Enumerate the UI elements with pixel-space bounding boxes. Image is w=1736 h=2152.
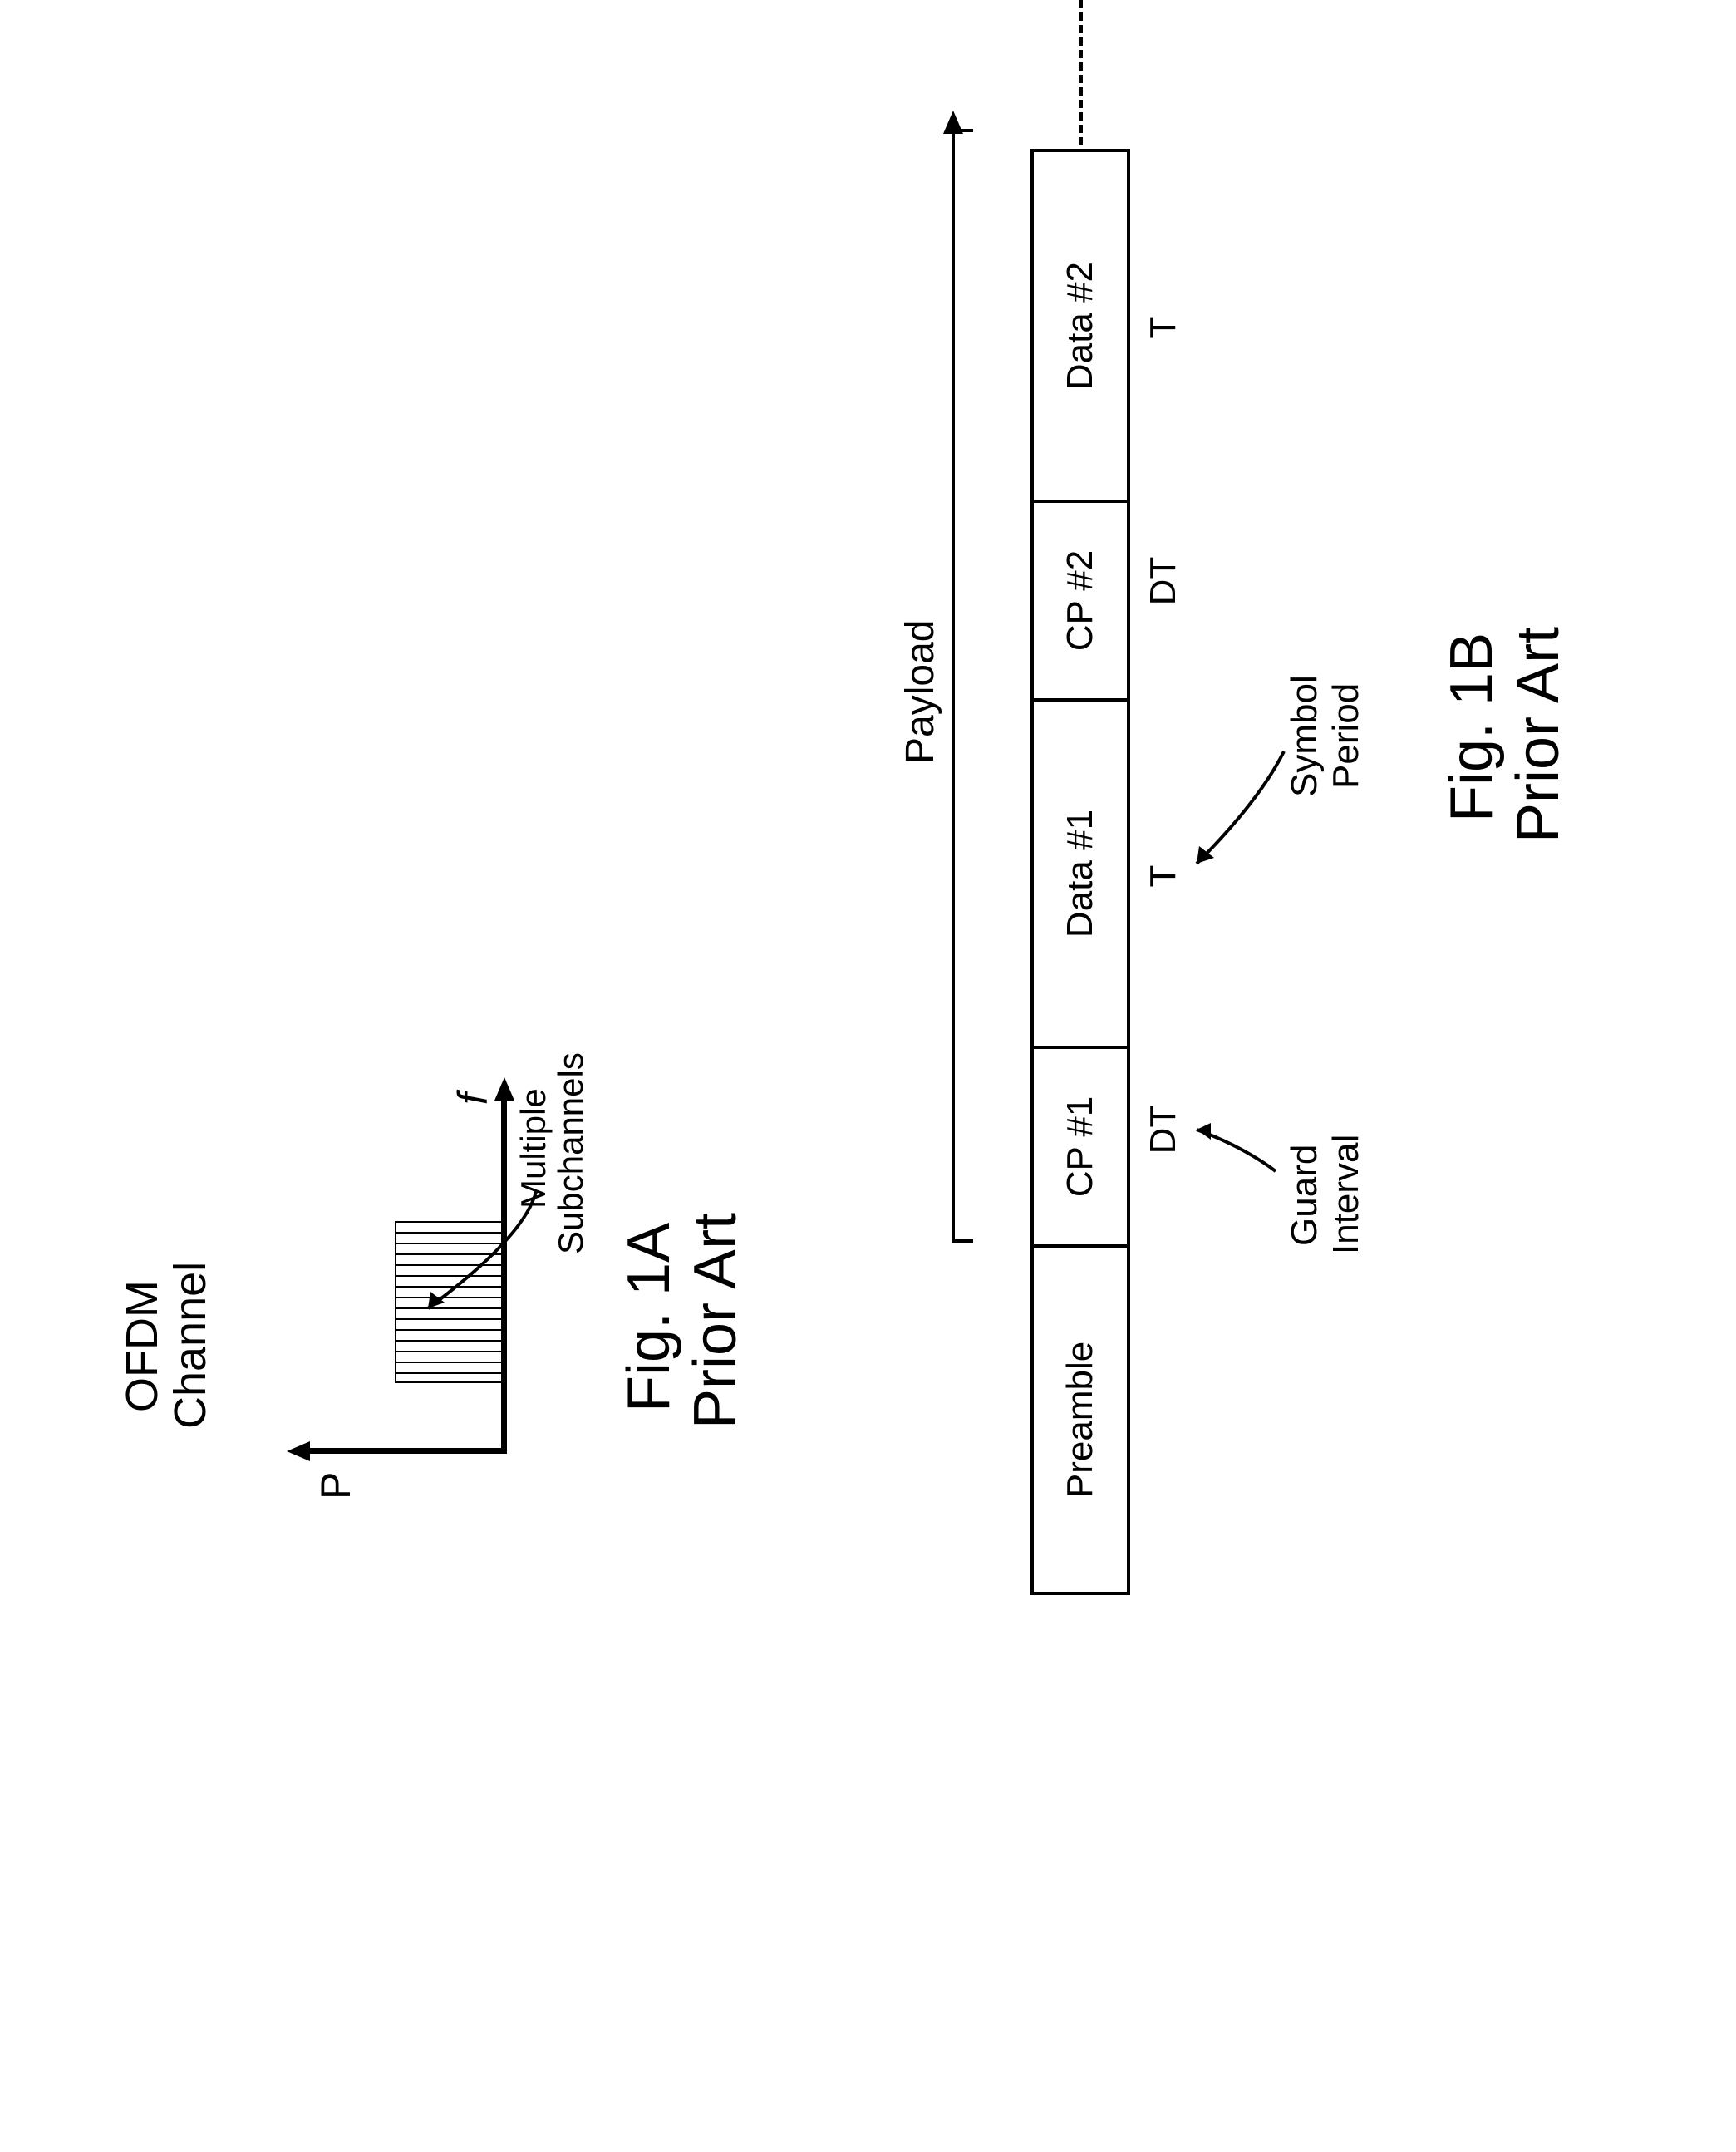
- guard-interval-label-line2: Interval: [1325, 1135, 1367, 1254]
- diagram-canvas: OFDM Channel P f: [0, 0, 1736, 1736]
- symbol-period-label-line2: Period: [1325, 683, 1367, 789]
- fig1b-caption-line1: Fig. 1B: [1438, 633, 1506, 822]
- guard-interval-arrow-icon: [1184, 1088, 1284, 1188]
- interval-label-dt2: DT: [1143, 539, 1184, 623]
- payload-bracket: [952, 129, 955, 1243]
- payload-label: Payload: [898, 620, 943, 764]
- packet-row: Preamble CP #1 Data #1 CP #2 Data #2: [1030, 149, 1130, 1595]
- interval-label-t2: T: [1143, 311, 1184, 344]
- cell-cp1: CP #1: [1034, 1046, 1127, 1244]
- cell-data2: Data #2: [1034, 152, 1127, 500]
- payload-bracket-arrowhead-icon: [943, 111, 963, 134]
- symbol-period-label-line1: Symbol: [1284, 675, 1325, 797]
- figure-1b: Payload Preamble CP #1 Data #1 CP #2 Dat…: [0, 0, 1736, 1736]
- interval-label-dt1: DT: [1143, 1088, 1184, 1171]
- cell-preamble: Preamble: [1034, 1244, 1127, 1592]
- cell-data1: Data #1: [1034, 698, 1127, 1046]
- fig1b-caption-line2: Prior Art: [1504, 627, 1572, 843]
- continuation-dashed-line: [1079, 0, 1083, 145]
- symbol-period-arrow-icon: [1184, 743, 1292, 876]
- interval-label-t1: T: [1143, 859, 1184, 893]
- cell-cp2: CP #2: [1034, 500, 1127, 698]
- guard-interval-label-line1: Guard: [1284, 1145, 1325, 1246]
